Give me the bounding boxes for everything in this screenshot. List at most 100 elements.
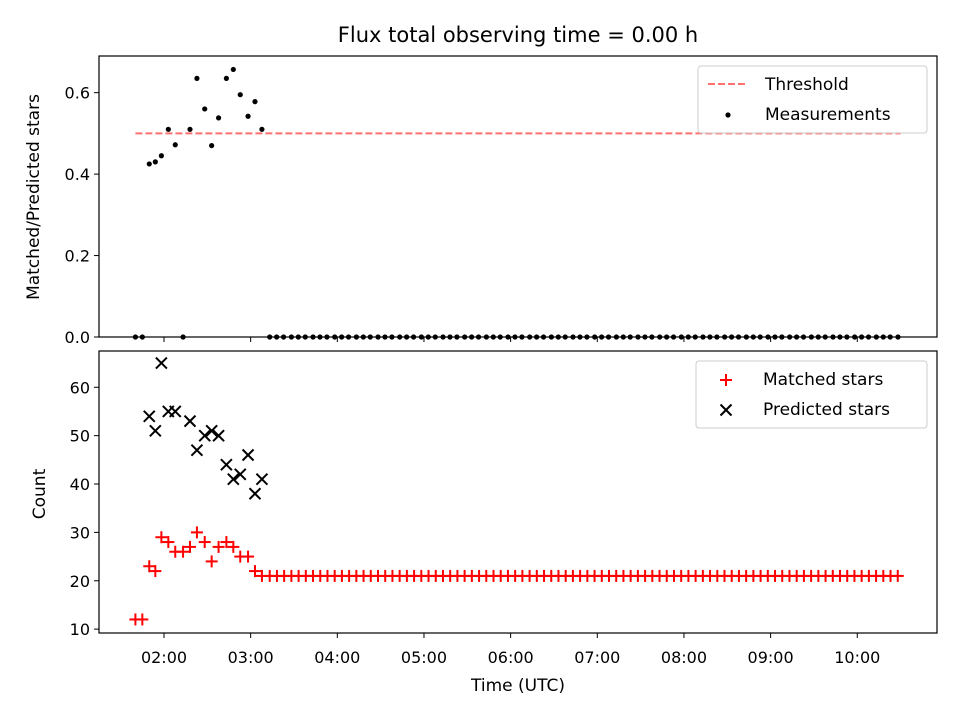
x-tick-label: 08:00 xyxy=(661,648,707,667)
x-axis-label: Time (UTC) xyxy=(470,676,565,696)
measurement-point xyxy=(230,66,236,73)
legend-predicted-swatch xyxy=(719,403,733,417)
matched-star-point xyxy=(149,565,162,578)
measurement-point xyxy=(158,153,164,159)
predicted-star-point-b xyxy=(205,424,218,438)
bottom-legend-box xyxy=(695,360,928,429)
predicted-star-point xyxy=(183,414,197,428)
legend-predicted-label: Predicted stars xyxy=(763,400,890,420)
x-tick-label: 07:00 xyxy=(574,648,620,667)
matched-star-point xyxy=(162,536,175,549)
matched-star-point xyxy=(177,545,190,558)
predicted-star-point-b xyxy=(198,429,211,442)
x-tick-label: 02:00 xyxy=(141,648,187,667)
bottom-plot-frame xyxy=(98,350,938,634)
legend-threshold-label: Threshold xyxy=(764,75,849,95)
bottom-legend: Matched stars Predicted stars xyxy=(695,360,928,429)
predicted-star-point-b xyxy=(255,472,269,486)
x-tick-label: 04:00 xyxy=(314,648,360,667)
measurement-point xyxy=(245,113,251,119)
predicted-star-point-b xyxy=(190,443,204,457)
bottom-y-tick-label: 50 xyxy=(70,427,90,446)
measurement-point xyxy=(187,126,193,132)
measurement-point xyxy=(194,75,200,81)
matched-star-point xyxy=(190,526,203,539)
predicted-star-point xyxy=(227,472,240,486)
top-y-tick-label: 0.4 xyxy=(65,165,90,184)
predicted-star-point xyxy=(255,472,269,486)
x-tick-label: 03:00 xyxy=(228,648,274,667)
matched-star-point xyxy=(212,540,225,553)
predicted-star-point-b xyxy=(183,414,197,428)
predicted-star-point-b xyxy=(143,410,156,423)
top-legend: Threshold Measurements xyxy=(697,65,928,134)
measurement-point xyxy=(223,75,229,81)
predicted-star-point xyxy=(155,356,168,370)
matched-star-point xyxy=(155,531,168,544)
predicted-star-point xyxy=(212,429,225,442)
predicted-star-point-b xyxy=(212,429,225,442)
matched-star-point xyxy=(198,536,211,549)
x-tick-label: 06:00 xyxy=(488,648,534,667)
ratio-panel: 0.0 0.2 0.4 0.6 Threshold Measurements xyxy=(65,55,938,347)
predicted-star-point-b xyxy=(241,448,255,462)
predicted-star-point xyxy=(169,405,182,418)
measurement-point xyxy=(165,126,171,132)
x-tick-label: 10:00 xyxy=(834,648,880,667)
predicted-star-point xyxy=(248,487,262,500)
bottom-y-tick-label: 60 xyxy=(70,378,90,397)
predicted-star-point xyxy=(205,424,218,438)
predicted-star-point-b xyxy=(169,405,182,418)
matched-star-point xyxy=(248,565,261,578)
measurement-point xyxy=(202,106,208,112)
bottom-y-tick-label: 10 xyxy=(70,620,90,639)
predicted-star-point xyxy=(220,458,233,471)
matched-star-point xyxy=(205,555,218,568)
measurement-point xyxy=(172,142,178,148)
x-tick-label: 09:00 xyxy=(748,648,794,667)
matched-star-point xyxy=(183,540,196,553)
matched-star-point xyxy=(136,613,149,626)
predicted-star-point-b xyxy=(248,487,262,500)
predicted-star-point xyxy=(143,410,156,423)
matched-star-point xyxy=(891,569,904,582)
measurement-point xyxy=(215,115,222,121)
predicted-star-point xyxy=(149,424,162,438)
matched-star-point xyxy=(227,540,240,553)
measurement-point xyxy=(259,126,265,132)
top-y-tick-label: 0.6 xyxy=(65,84,90,103)
measurement-point xyxy=(152,159,158,165)
figure-title: Flux total observing time = 0.00 h xyxy=(338,23,698,47)
predicted-star-point xyxy=(198,429,211,442)
matched-star-point xyxy=(143,560,156,573)
measurement-point xyxy=(146,161,152,167)
legend-measurements-label: Measurements xyxy=(765,105,891,125)
measurement-point xyxy=(237,92,243,98)
predicted-star-point-b xyxy=(234,468,247,481)
x-tick-label: 05:00 xyxy=(401,648,447,667)
predicted-star-point-b xyxy=(149,424,162,438)
top-y-axis-label: Matched/Predicted stars xyxy=(24,94,44,300)
predicted-star-point-b xyxy=(155,356,168,370)
predicted-star-point-b xyxy=(227,472,240,486)
legend-measurements-swatch xyxy=(725,112,731,118)
count-panel: 10 20 30 40 50 60 02:00 03:00 04:00 05:00 06:00 07:… xyxy=(70,350,938,667)
matched-star-point xyxy=(242,550,255,563)
top-y-tick-label: 0.2 xyxy=(65,247,90,266)
top-plot-frame xyxy=(98,55,938,338)
bottom-y-tick-label: 40 xyxy=(70,475,90,494)
predicted-star-point xyxy=(234,468,247,481)
predicted-star-point xyxy=(190,443,204,457)
top-y-tick-label: 0.0 xyxy=(65,328,90,347)
predicted-star-point-b xyxy=(220,458,233,471)
bottom-y-tick-label: 20 xyxy=(70,572,90,591)
legend-matched-label: Matched stars xyxy=(763,370,883,390)
bottom-y-tick-label: 30 xyxy=(70,523,90,542)
legend-matched-swatch xyxy=(720,374,732,386)
predicted-star-point xyxy=(241,448,255,462)
bottom-y-axis-label: Count xyxy=(30,468,50,519)
measurement-point xyxy=(209,142,215,149)
top-legend-box xyxy=(697,65,928,134)
matched-star-point xyxy=(220,536,233,549)
